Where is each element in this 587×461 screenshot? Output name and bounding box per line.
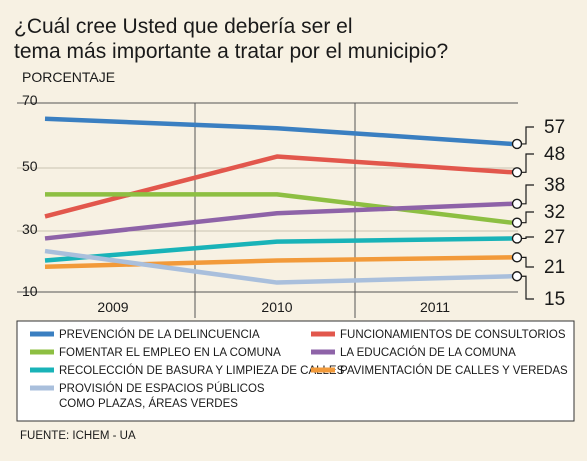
end-point-marker bbox=[511, 271, 523, 282]
legend-label: FOMENTAR EL EMPLEO EN LA COMUNA bbox=[59, 347, 281, 359]
x-tick-label: 2011 bbox=[420, 299, 450, 315]
legend-label: COMO PLAZAS, ÁREAS VERDES bbox=[59, 397, 238, 410]
end-value-label: 38 bbox=[544, 175, 565, 196]
end-point-marker bbox=[511, 138, 523, 150]
end-point-marker bbox=[511, 217, 523, 228]
end-point-marker bbox=[511, 198, 523, 210]
legend-label: LA EDUCACIÓN DE LA COMUNA bbox=[340, 346, 516, 359]
series-line bbox=[44, 248, 513, 285]
series-line bbox=[44, 255, 513, 270]
y-tick-label: 50 bbox=[22, 158, 38, 174]
chart-title-line-1: ¿Cuál cree Usted que debería ser el bbox=[14, 15, 353, 38]
series-line bbox=[44, 236, 513, 263]
y-axis-label: PORCENTAJE bbox=[22, 69, 115, 85]
end-value-label: 57 bbox=[544, 117, 565, 138]
end-value-label: 15 bbox=[544, 289, 565, 310]
series-line bbox=[44, 116, 513, 147]
source-note: FUENTE: ICHEM - UA bbox=[20, 430, 136, 442]
series-line bbox=[45, 192, 513, 225]
y-tick-label: 10 bbox=[22, 283, 38, 299]
legend-box bbox=[16, 320, 575, 422]
series-line bbox=[44, 201, 513, 241]
end-value-label: 27 bbox=[544, 227, 565, 248]
y-tick-label: 30 bbox=[22, 221, 38, 237]
legend-label: PREVENCIÓN DE LA DELINCUENCIA bbox=[59, 328, 260, 341]
end-point-marker bbox=[511, 252, 523, 263]
end-point-marker bbox=[511, 167, 523, 178]
chart-title-line-2: tema más importante a tratar por el muni… bbox=[14, 40, 448, 63]
x-tick-label: 2009 bbox=[97, 299, 128, 315]
end-value-label: 32 bbox=[544, 202, 565, 223]
legend-label: FUNCIONAMIENTOS DE CONSULTORIOS bbox=[340, 329, 566, 341]
legend-label: PROVISIÓN DE ESPACIOS PÚBLICOS bbox=[59, 382, 265, 395]
end-value-label: 48 bbox=[544, 144, 565, 165]
end-point-marker bbox=[511, 233, 523, 244]
legend-label: RECOLECCIÓN DE BASURA Y LIMPIEZA DE CALL… bbox=[59, 364, 345, 377]
y-tick-label: 70 bbox=[22, 92, 38, 108]
end-value-label: 21 bbox=[544, 257, 565, 278]
legend-label: PAVIMENTACIÓN DE CALLES Y VEREDAS bbox=[340, 364, 568, 377]
x-tick-label: 2010 bbox=[261, 299, 292, 315]
